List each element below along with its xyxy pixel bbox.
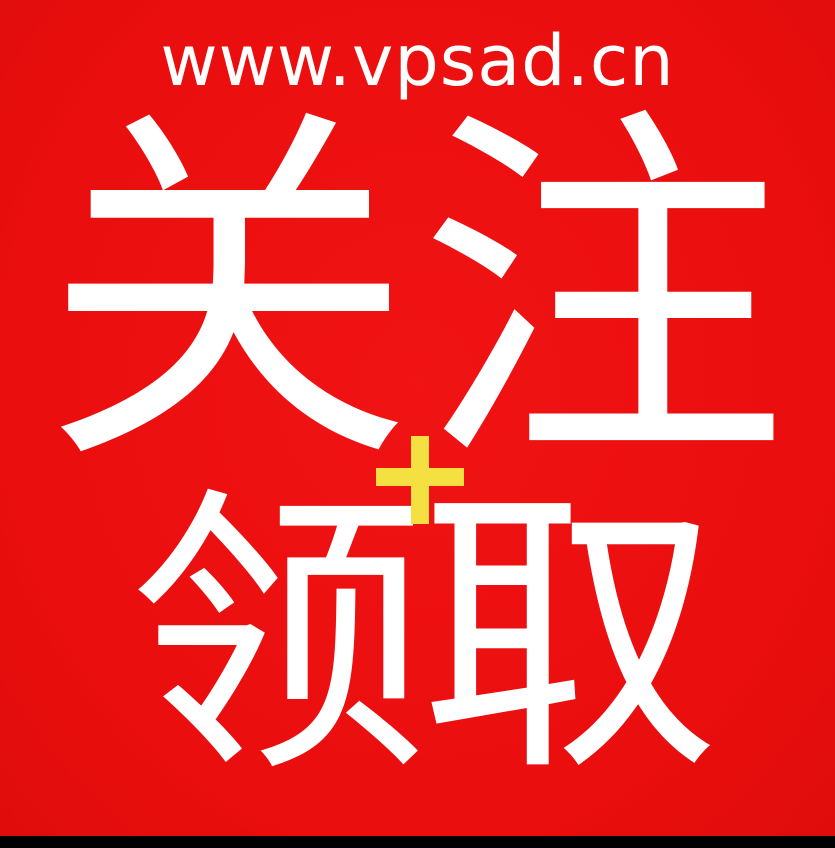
website-url: www.vpsad.cn (160, 20, 675, 102)
headline-char-zhu: 注 (417, 80, 788, 510)
headline-char-qu: 取 (420, 463, 720, 812)
headline-char-ling: 领 (128, 463, 428, 812)
bottom-edge (0, 836, 835, 848)
plus-icon (370, 430, 470, 530)
headline-char-guan: 关 (43, 80, 413, 510)
